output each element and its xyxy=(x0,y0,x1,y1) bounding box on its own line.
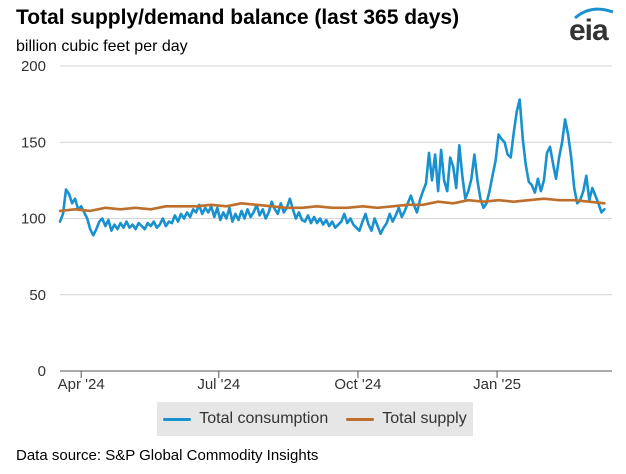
y-tick-label-50: 50 xyxy=(29,287,46,304)
x-tick-label-3: Jan '25 xyxy=(473,376,521,393)
legend-label-supply: Total supply xyxy=(382,410,467,427)
data-source: Data source: S&P Global Commodity Insigh… xyxy=(16,447,319,464)
y-tick-label-150: 150 xyxy=(21,134,46,151)
eia-logo: eia xyxy=(569,6,615,47)
chart-title: Total supply/demand balance (last 365 da… xyxy=(16,6,460,29)
x-tick-label-1: Jul '24 xyxy=(197,376,240,393)
logo-text: eia xyxy=(569,14,609,47)
logo-swoosh-icon xyxy=(574,7,614,20)
legend-item-consumption[interactable]: Total consumption xyxy=(163,410,328,428)
chart-legend: Total consumption Total supply xyxy=(157,402,473,436)
legend-item-supply[interactable]: Total supply xyxy=(346,410,467,428)
y-tick-label-200: 200 xyxy=(21,58,46,75)
legend-label-consumption: Total consumption xyxy=(199,410,329,427)
chart-subtitle: billion cubic feet per day xyxy=(16,38,188,55)
series-line-consumption xyxy=(58,98,606,237)
series-line-supply xyxy=(58,197,606,213)
legend-swatch-supply xyxy=(346,417,375,421)
y-tick-label-100: 100 xyxy=(21,211,46,228)
legend-swatch-consumption xyxy=(163,417,192,421)
y-tick-label-0: 0 xyxy=(38,363,46,380)
line-chart: 0 50 100 150 200 Apr '24 Jul '24 Oct '24 Jan '25 xyxy=(21,58,612,393)
x-tick-label-2: Oct '24 xyxy=(334,376,381,393)
x-tick-label-0: Apr '24 xyxy=(58,376,105,393)
